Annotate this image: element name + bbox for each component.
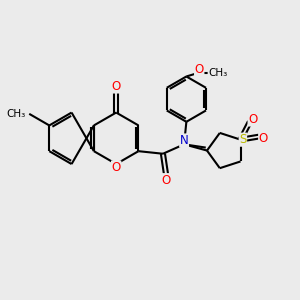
Text: S: S bbox=[239, 133, 247, 146]
Text: O: O bbox=[248, 113, 257, 126]
Text: CH₃: CH₃ bbox=[208, 68, 227, 78]
Text: O: O bbox=[112, 80, 121, 93]
Text: O: O bbox=[162, 174, 171, 187]
Text: O: O bbox=[112, 161, 121, 174]
Text: O: O bbox=[259, 132, 268, 145]
Text: CH₃: CH₃ bbox=[7, 109, 26, 119]
Text: N: N bbox=[180, 134, 188, 147]
Text: O: O bbox=[195, 63, 204, 76]
